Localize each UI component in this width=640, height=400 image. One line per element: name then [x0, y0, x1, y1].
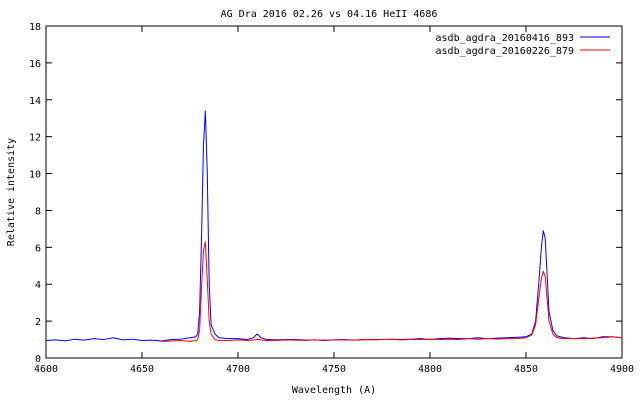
y-tick-label: 8: [35, 206, 41, 217]
y-tick-label: 18: [29, 22, 41, 33]
series-line-1: [45, 110, 623, 342]
y-tick-label: 0: [35, 354, 41, 365]
x-tick-label: 4850: [514, 364, 538, 375]
x-tick-label: 4600: [34, 364, 58, 375]
x-tick-label: 4650: [130, 364, 154, 375]
series-layer: [45, 110, 623, 342]
y-tick-label: 4: [35, 280, 41, 291]
x-tick-label: 4900: [610, 364, 634, 375]
legend-label: asdb_agdra_20160226_879: [436, 46, 574, 57]
y-tick-label: 6: [35, 243, 41, 254]
x-axis-label: Wavelength (A): [292, 385, 376, 396]
y-tick-label: 10: [29, 170, 41, 181]
legend-label: asdb_agdra_20160416_893: [436, 33, 574, 44]
y-axis: 0 2 4 6 8 10 12 14 16 18: [29, 22, 622, 365]
plot-frame: [45, 25, 623, 359]
x-tick-label: 4800: [418, 364, 442, 375]
series-line-2: [161, 241, 623, 342]
x-axis: 4600 4650 4700 4750 4800 4850 4900: [34, 26, 634, 375]
legend: asdb_agdra_20160416_893 asdb_agdra_201602…: [436, 33, 610, 57]
x-tick-label: 4750: [322, 364, 346, 375]
y-tick-label: 12: [29, 133, 41, 144]
y-tick-label: 14: [29, 96, 41, 107]
y-tick-label: 16: [29, 59, 41, 70]
y-tick-label: 2: [35, 317, 41, 328]
y-axis-label: Relative intensity: [6, 138, 17, 246]
x-tick-label: 4700: [226, 364, 250, 375]
chart-title: AG Dra 2016 02.26 vs 04.16 HeII 4686: [221, 9, 438, 20]
